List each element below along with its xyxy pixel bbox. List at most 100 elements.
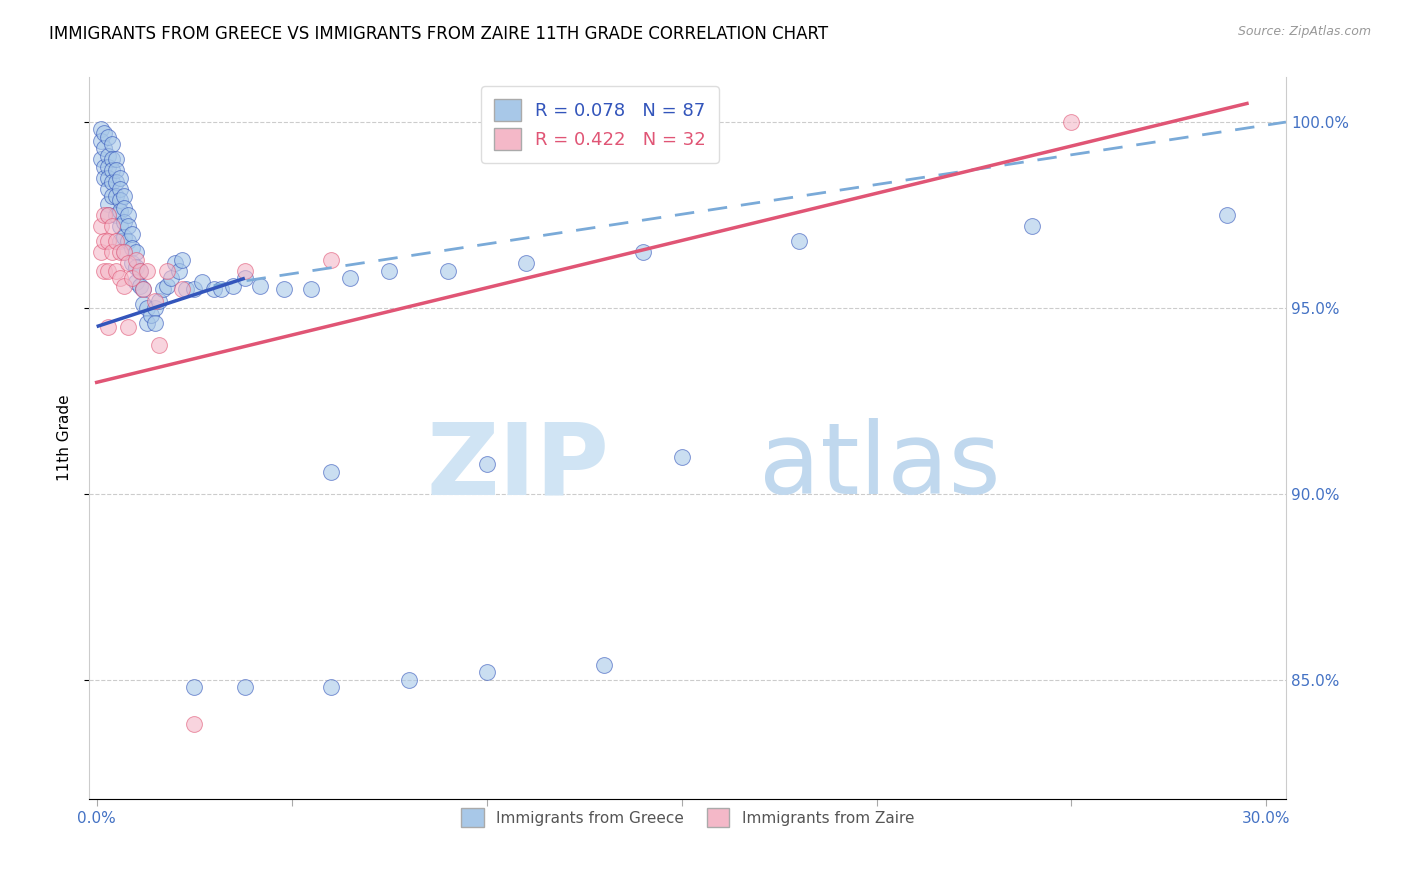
Point: [143, 293, 166, 308]
Point: [592, 657, 614, 672]
Point: [97, 234, 120, 248]
Point: [93, 264, 115, 278]
Point: [121, 242, 143, 256]
Point: [108, 271, 131, 285]
Point: [148, 293, 170, 308]
Point: [475, 665, 498, 680]
Point: [183, 680, 205, 694]
Point: [93, 141, 115, 155]
Point: [132, 282, 155, 296]
Point: [299, 282, 322, 296]
Point: [121, 227, 143, 241]
Point: [97, 264, 120, 278]
Point: [436, 264, 458, 278]
Point: [105, 234, 128, 248]
Point: [117, 208, 139, 222]
Point: [172, 252, 194, 267]
Point: [90, 134, 112, 148]
Point: [319, 680, 342, 694]
Point: [121, 271, 143, 285]
Text: IMMIGRANTS FROM GREECE VS IMMIGRANTS FROM ZAIRE 11TH GRADE CORRELATION CHART: IMMIGRANTS FROM GREECE VS IMMIGRANTS FRO…: [49, 25, 828, 43]
Point: [97, 148, 120, 162]
Point: [108, 245, 131, 260]
Point: [112, 215, 135, 229]
Point: [124, 260, 146, 274]
Point: [233, 680, 256, 694]
Point: [156, 278, 179, 293]
Point: [117, 234, 139, 248]
Point: [105, 208, 128, 222]
Point: [191, 275, 214, 289]
Point: [93, 234, 115, 248]
Point: [101, 163, 124, 178]
Point: [339, 271, 361, 285]
Point: [209, 282, 232, 296]
Point: [108, 170, 131, 185]
Point: [124, 252, 146, 267]
Point: [108, 193, 131, 207]
Point: [97, 130, 120, 145]
Point: [159, 271, 181, 285]
Point: [97, 208, 120, 222]
Point: [97, 182, 120, 196]
Point: [128, 278, 150, 293]
Point: [183, 282, 205, 296]
Point: [117, 256, 139, 270]
Point: [176, 282, 198, 296]
Point: [117, 219, 139, 234]
Point: [172, 282, 194, 296]
Point: [132, 282, 155, 296]
Point: [132, 297, 155, 311]
Point: [167, 264, 190, 278]
Point: [128, 264, 150, 278]
Point: [136, 264, 159, 278]
Point: [101, 189, 124, 203]
Point: [105, 163, 128, 178]
Point: [112, 189, 135, 203]
Point: [101, 219, 124, 234]
Point: [233, 271, 256, 285]
Point: [124, 245, 146, 260]
Point: [93, 208, 115, 222]
Y-axis label: 11th Grade: 11th Grade: [58, 395, 72, 482]
Point: [112, 278, 135, 293]
Point: [101, 175, 124, 189]
Point: [105, 264, 128, 278]
Point: [93, 170, 115, 185]
Point: [97, 208, 120, 222]
Point: [787, 234, 810, 248]
Point: [108, 219, 131, 234]
Point: [90, 245, 112, 260]
Point: [117, 319, 139, 334]
Point: [108, 234, 131, 248]
Point: [136, 316, 159, 330]
Point: [90, 219, 112, 234]
Point: [183, 717, 205, 731]
Point: [143, 316, 166, 330]
Point: [93, 160, 115, 174]
Point: [97, 319, 120, 334]
Point: [121, 256, 143, 270]
Point: [319, 252, 342, 267]
Legend: Immigrants from Greece, Immigrants from Zaire: Immigrants from Greece, Immigrants from …: [453, 800, 922, 835]
Point: [105, 175, 128, 189]
Point: [136, 301, 159, 315]
Point: [222, 278, 245, 293]
Point: [1216, 208, 1239, 222]
Text: atlas: atlas: [759, 418, 1001, 516]
Point: [112, 201, 135, 215]
Point: [148, 338, 170, 352]
Point: [141, 309, 163, 323]
Point: [97, 160, 120, 174]
Point: [108, 182, 131, 196]
Point: [112, 245, 135, 260]
Point: [105, 153, 128, 167]
Point: [112, 245, 135, 260]
Point: [93, 126, 115, 140]
Point: [1021, 219, 1043, 234]
Point: [101, 153, 124, 167]
Point: [398, 673, 420, 687]
Point: [124, 275, 146, 289]
Point: [671, 450, 693, 464]
Point: [1060, 115, 1083, 129]
